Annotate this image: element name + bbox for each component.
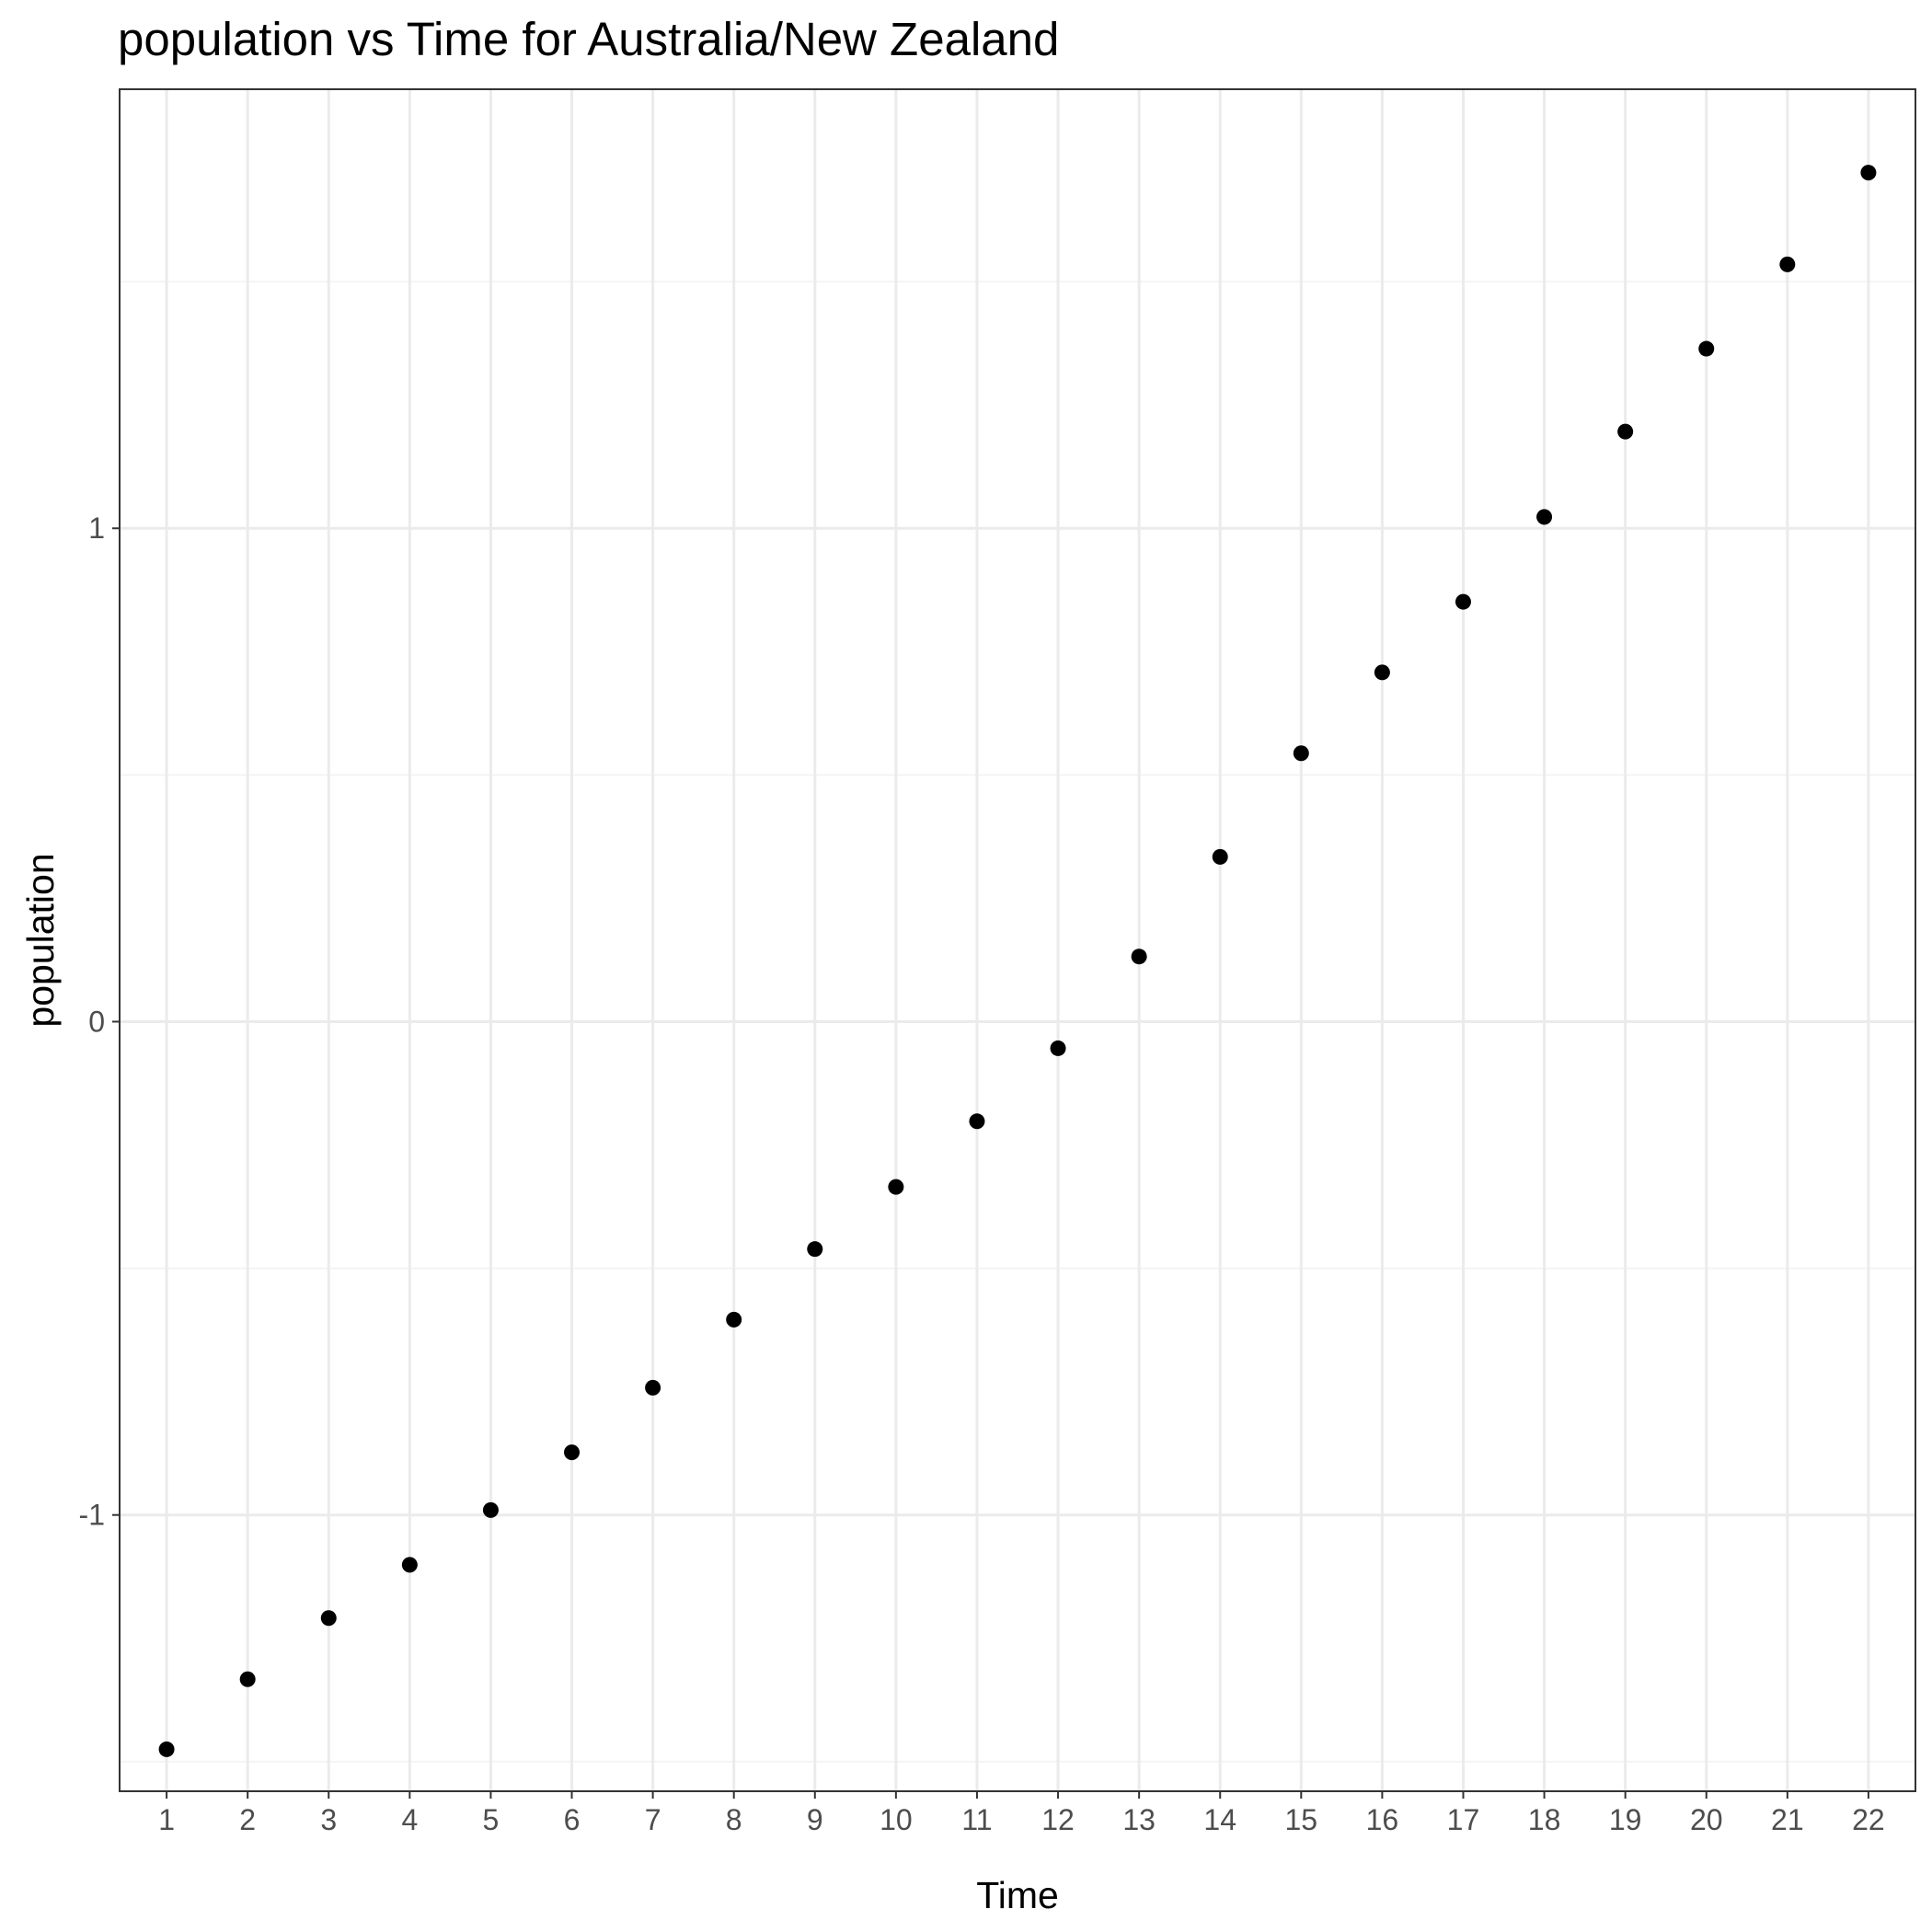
- x-tick-label: 8: [726, 1803, 742, 1836]
- data-point: [564, 1444, 581, 1461]
- y-tick-label: 0: [88, 1005, 105, 1038]
- y-axis: -1 0 1: [79, 512, 120, 1532]
- y-tick-label: 1: [88, 512, 105, 545]
- x-tick-label: 4: [401, 1803, 418, 1836]
- x-tick-label: 20: [1690, 1803, 1723, 1836]
- x-tick-label: 2: [239, 1803, 256, 1836]
- data-point: [482, 1501, 499, 1518]
- x-tick-label: 7: [645, 1803, 661, 1836]
- x-tick-label: 5: [483, 1803, 500, 1836]
- data-point: [1050, 1040, 1066, 1056]
- x-tick-label: 22: [1852, 1803, 1885, 1836]
- x-tick-label: 14: [1203, 1803, 1236, 1836]
- data-point: [1779, 256, 1796, 272]
- x-tick-label: 6: [564, 1803, 581, 1836]
- data-point: [645, 1379, 661, 1396]
- x-axis: 1 2 3 4 5 6 7 8 9 10 11 12 13 14 15 16 17 18 19 20 21 22: [158, 1791, 1885, 1836]
- x-tick-label: 9: [807, 1803, 823, 1836]
- data-point: [1293, 745, 1309, 762]
- x-tick-label: 15: [1285, 1803, 1318, 1836]
- data-point: [1131, 949, 1147, 965]
- x-tick-label: 10: [880, 1803, 913, 1836]
- x-tick-label: 19: [1609, 1803, 1642, 1836]
- data-point: [158, 1741, 175, 1757]
- data-point: [401, 1557, 418, 1573]
- data-point: [1536, 509, 1553, 525]
- data-point: [1374, 664, 1390, 681]
- x-tick-label: 3: [320, 1803, 337, 1836]
- data-point: [1455, 593, 1471, 610]
- y-tick-label: -1: [79, 1499, 105, 1532]
- x-tick-label: 12: [1041, 1803, 1075, 1836]
- plot-panel: [119, 88, 1916, 1792]
- x-tick-label: 13: [1122, 1803, 1156, 1836]
- x-tick-label: 1: [158, 1803, 175, 1836]
- data-point: [807, 1241, 823, 1258]
- data-point: [1617, 423, 1634, 440]
- major-gridlines: [120, 89, 1915, 1791]
- data-point: [320, 1610, 337, 1627]
- x-tick-label: 21: [1771, 1803, 1804, 1836]
- x-tick-label: 18: [1528, 1803, 1561, 1836]
- data-point: [969, 1113, 985, 1130]
- data-point: [239, 1671, 256, 1687]
- data-point: [1698, 340, 1715, 357]
- panel-border: [119, 88, 1916, 1792]
- x-tick-label: 11: [961, 1803, 992, 1836]
- x-axis-title: Time: [976, 1874, 1059, 1916]
- data-points: [158, 165, 1877, 1757]
- data-point: [1860, 165, 1877, 181]
- x-tick-label: 17: [1447, 1803, 1480, 1836]
- x-tick-label: 16: [1366, 1803, 1399, 1836]
- data-point: [1212, 848, 1228, 865]
- chart-title: population vs Time for Australia/New Zea…: [118, 13, 1059, 65]
- data-point: [726, 1311, 742, 1328]
- minor-gridlines: [120, 281, 1915, 1763]
- panel-background: [120, 89, 1915, 1791]
- y-axis-title: population: [19, 853, 62, 1027]
- data-point: [888, 1179, 904, 1195]
